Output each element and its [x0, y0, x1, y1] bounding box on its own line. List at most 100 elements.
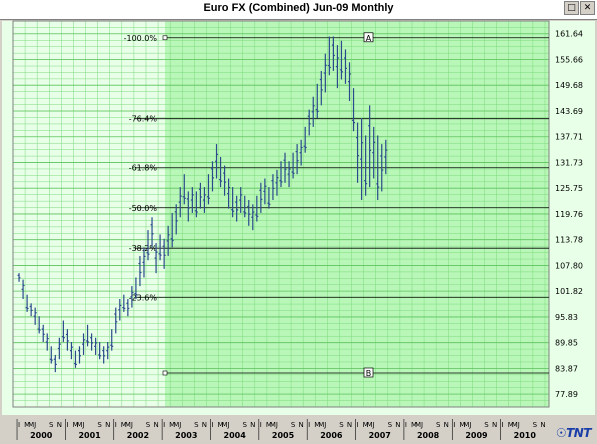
x-month-label: N	[57, 421, 62, 429]
x-month-label: S	[97, 421, 102, 429]
x-month-label: J	[468, 421, 471, 429]
x-month-label: J	[33, 421, 36, 429]
x-month-label: I	[163, 421, 165, 429]
x-month-label: N	[153, 421, 158, 429]
x-month-label: J	[275, 421, 278, 429]
x-month-label: M	[411, 421, 417, 429]
y-tick-label: 89.85	[555, 339, 578, 348]
fib-marker-box	[363, 32, 374, 43]
close-button[interactable]: ✕	[580, 1, 595, 15]
x-month-label: S	[49, 421, 54, 429]
x-year-label: 2008	[417, 431, 440, 440]
x-month-label: M	[218, 421, 224, 429]
x-month-label: M	[363, 421, 369, 429]
x-month-label: M	[28, 421, 34, 429]
y-tick-label: 143.69	[555, 107, 583, 116]
x-month-label: S	[146, 421, 151, 429]
x-month-label: I	[115, 421, 117, 429]
y-tick-label: 83.87	[555, 364, 578, 373]
x-month-label: J	[420, 421, 423, 429]
x-month-label: J	[323, 421, 326, 429]
x-year-label: 2005	[272, 431, 295, 440]
x-month-label: N	[444, 421, 449, 429]
x-month-label: I	[66, 421, 68, 429]
chart-title: Euro FX (Combined) Jun-09 Monthly	[203, 2, 394, 14]
x-year-label: 2004	[224, 431, 247, 440]
x-month-label: J	[227, 421, 230, 429]
x-month-label: I	[308, 421, 310, 429]
fib-marker-box	[363, 367, 374, 378]
x-month-label: I	[502, 421, 504, 429]
x-month-label: S	[194, 421, 199, 429]
y-tick-label: 77.89	[555, 390, 578, 399]
x-month-label: N	[492, 421, 497, 429]
x-month-label: M	[508, 421, 514, 429]
x-month-label: S	[291, 421, 296, 429]
fib-label: -23.6%	[129, 293, 158, 302]
x-month-label: N	[299, 421, 304, 429]
x-month-label: J	[130, 421, 133, 429]
price-bars	[17, 36, 388, 373]
x-month-label: N	[202, 421, 207, 429]
x-month-label: M	[72, 421, 78, 429]
y-tick-label: 137.71	[555, 133, 583, 142]
y-tick-label: 113.78	[555, 236, 583, 245]
x-month-label: M	[459, 421, 465, 429]
x-month-label: I	[211, 421, 213, 429]
x-month-label: S	[436, 421, 441, 429]
x-month-label: I	[260, 421, 262, 429]
x-month-label: M	[173, 421, 179, 429]
y-tick-label: 149.68	[555, 81, 583, 90]
fib-marker-label: B	[366, 369, 372, 378]
x-month-label: J	[517, 421, 520, 429]
y-tick-label: 131.73	[555, 158, 583, 167]
x-month-label: I	[453, 421, 455, 429]
y-tick-label: 95.83	[555, 313, 578, 322]
y-tick-label: 161.64	[555, 30, 583, 39]
x-month-label: N	[540, 421, 545, 429]
x-month-label: M	[463, 421, 469, 429]
x-year-label: 2007	[369, 431, 391, 440]
y-tick-label: 119.76	[555, 210, 583, 219]
x-month-label: S	[243, 421, 248, 429]
x-month-label: J	[178, 421, 181, 429]
fib-label: -100.0%	[124, 34, 158, 43]
x-month-label: S	[388, 421, 393, 429]
tnt-logo: ☉TNT	[555, 426, 592, 440]
x-month-label: J	[81, 421, 84, 429]
x-month-label: M	[512, 421, 518, 429]
x-month-label: M	[169, 421, 175, 429]
fib-anchor-marker	[162, 35, 168, 41]
x-year-label: 2010	[514, 431, 537, 440]
x-month-label: M	[266, 421, 272, 429]
fib-anchor-marker	[162, 370, 168, 376]
y-tick-label: 125.75	[555, 184, 583, 193]
x-year-label: 2001	[78, 431, 101, 440]
x-year-label: 2006	[320, 431, 343, 440]
x-month-label: M	[415, 421, 421, 429]
x-month-label: I	[357, 421, 359, 429]
restore-button[interactable]: □	[564, 1, 579, 15]
y-tick-label: 107.80	[555, 261, 583, 270]
x-month-label: N	[250, 421, 255, 429]
x-month-label: N	[395, 421, 400, 429]
x-month-label: M	[125, 421, 131, 429]
x-month-label: M	[318, 421, 324, 429]
fib-label: -38.2%	[129, 244, 158, 253]
x-month-label: N	[347, 421, 352, 429]
x-month-label: M	[24, 421, 30, 429]
x-month-label: N	[105, 421, 110, 429]
x-year-label: 2003	[175, 431, 197, 440]
x-month-label: M	[121, 421, 127, 429]
y-tick-label: 155.66	[555, 55, 583, 64]
x-month-label: S	[533, 421, 538, 429]
fib-label: -61.8%	[129, 164, 158, 173]
fib-label: -50.0%	[129, 204, 158, 213]
x-month-label: J	[372, 421, 375, 429]
x-month-label: I	[18, 421, 20, 429]
x-year-label: 2009	[465, 431, 488, 440]
x-year-label: 2002	[127, 431, 149, 440]
x-year-label: 2000	[30, 431, 53, 440]
